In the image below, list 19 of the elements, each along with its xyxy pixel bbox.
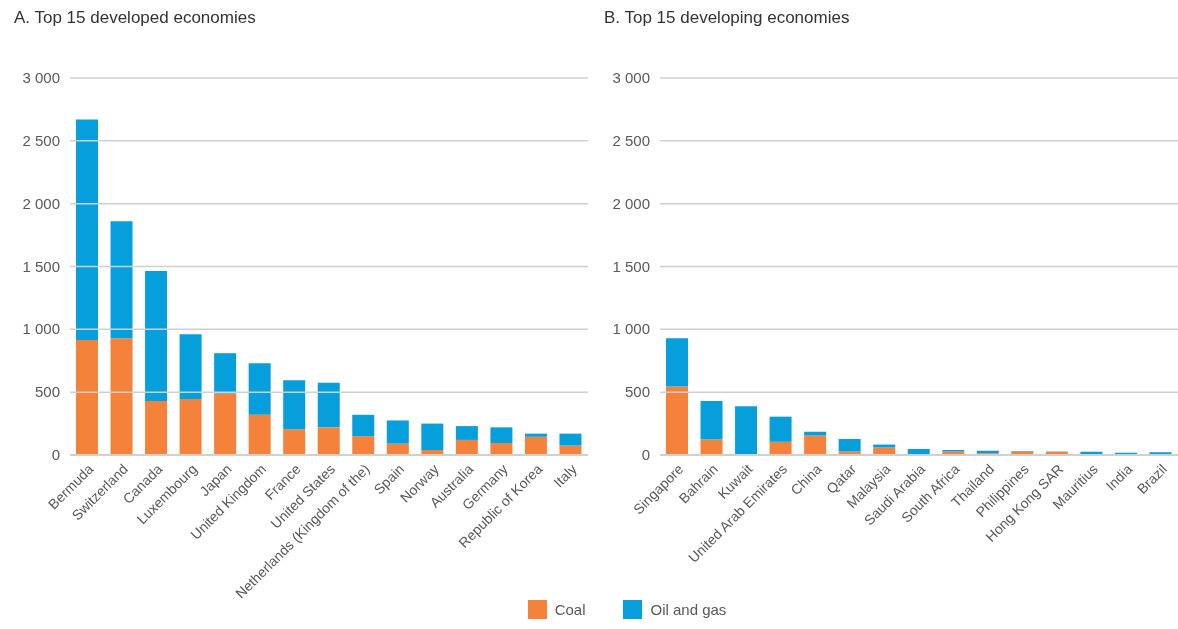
legend-label: Oil and gas [650,601,727,618]
y-tick-label: 1 500 [612,257,650,275]
y-tick-label: 3 000 [22,69,60,86]
y-tick-label: 3 000 [612,69,650,86]
chart-title: B. Top 15 developing economies [603,8,851,29]
y-tick-label: 2 000 [612,194,650,212]
y-tick-label: 1 000 [612,320,650,338]
y-tick-label: 0 [51,446,60,463]
y-tick-label: 2 000 [22,194,60,212]
y-tick-label: 1 500 [22,257,60,275]
y-tick-label: 2 500 [612,131,650,149]
x-tick-label: Italy [550,460,580,491]
legend-label: Coal [554,601,586,618]
y-tick-label: 500 [34,383,60,401]
y-tick-label: 2 500 [22,131,60,149]
y-tick-label: 1 000 [22,320,60,338]
y-tick-label: 500 [624,383,650,401]
y-tick-label: 0 [641,446,650,463]
chart-title: A. Top 15 developed economies [13,8,257,29]
